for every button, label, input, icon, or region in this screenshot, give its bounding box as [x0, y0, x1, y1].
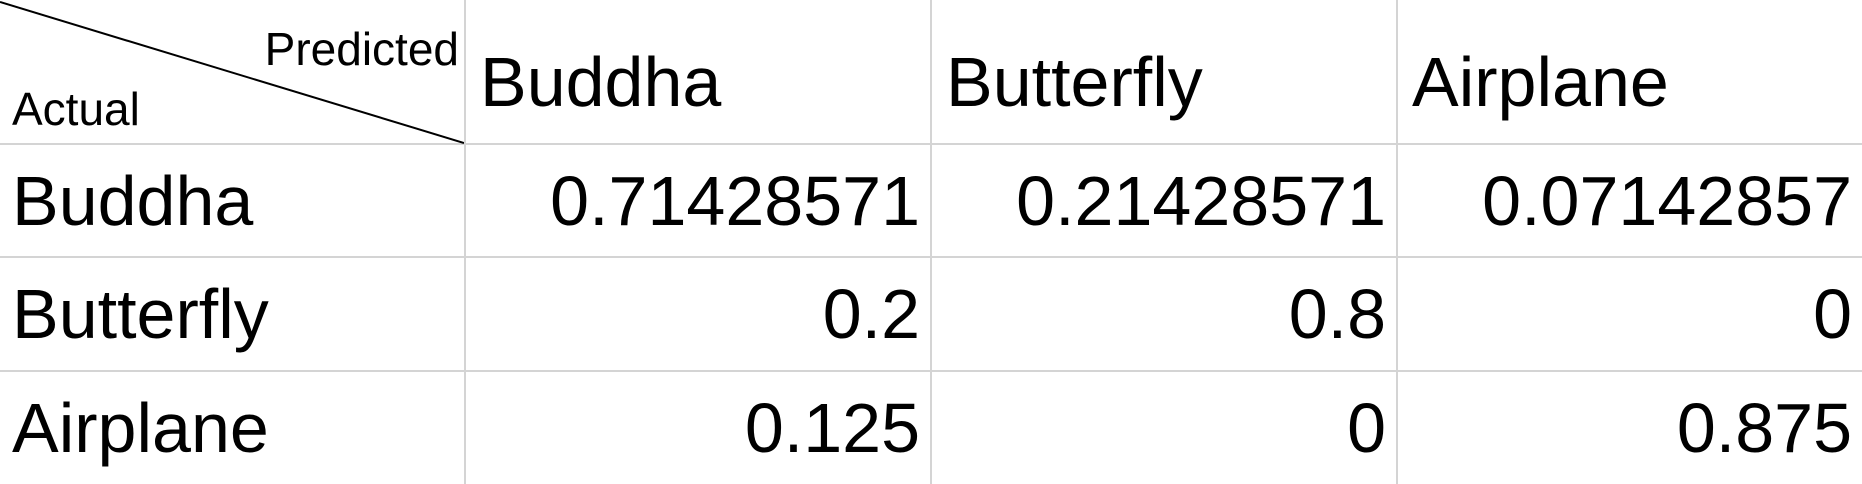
table-cell: 0	[1347, 389, 1386, 467]
row-divider	[0, 256, 1862, 258]
table-cell: 0.875	[1676, 389, 1852, 467]
table-cell: 0.71428571	[550, 161, 920, 240]
corner-diagonal-line	[0, 1, 464, 144]
column-divider	[1396, 0, 1398, 484]
actual-axis-label: Actual	[12, 83, 140, 135]
row-divider	[0, 143, 1862, 145]
row-header: Airplane	[12, 389, 269, 467]
column-header: Buddha	[480, 42, 722, 121]
table-cell: 0.125	[744, 389, 920, 467]
row-divider	[0, 370, 1862, 372]
table-cell: 0.07142857	[1482, 161, 1852, 240]
column-header: Airplane	[1412, 42, 1669, 121]
column-header: Butterfly	[946, 42, 1203, 121]
table-cell: 0	[1813, 275, 1852, 353]
table-cell: 0.21428571	[1016, 161, 1386, 240]
table-cell: 0.8	[1288, 275, 1386, 353]
column-divider	[464, 0, 466, 484]
table-cell: 0.2	[822, 275, 920, 353]
row-header: Buddha	[12, 161, 254, 240]
row-header: Butterfly	[12, 275, 269, 353]
predicted-axis-label: Predicted	[264, 23, 459, 75]
column-divider	[930, 0, 932, 484]
